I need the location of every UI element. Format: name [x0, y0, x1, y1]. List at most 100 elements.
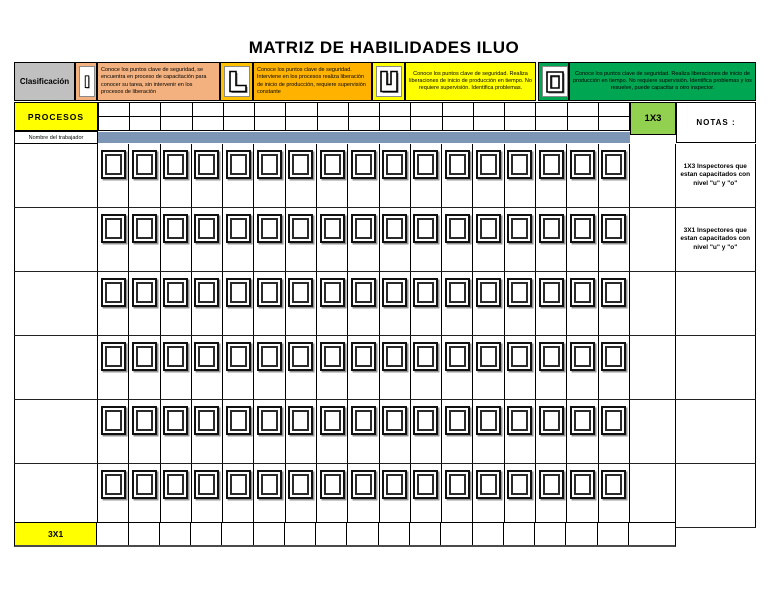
- skill-cell[interactable]: [192, 400, 224, 463]
- proceso-header-cell[interactable]: [567, 103, 598, 116]
- bottom-cell[interactable]: [222, 523, 254, 545]
- skill-cell[interactable]: [599, 336, 630, 399]
- skill-cell[interactable]: [223, 272, 255, 335]
- proceso-header-cell[interactable]: [598, 103, 629, 116]
- skill-cell[interactable]: [317, 336, 349, 399]
- skill-cell[interactable]: [161, 208, 192, 271]
- skill-cell[interactable]: [254, 464, 286, 527]
- proceso-header-cell[interactable]: [442, 103, 473, 116]
- proceso-header-cell[interactable]: [536, 103, 567, 116]
- skill-cell[interactable]: [317, 400, 349, 463]
- skill-cell[interactable]: [98, 144, 130, 207]
- skill-cell[interactable]: [98, 464, 130, 527]
- badge-column-cell[interactable]: [630, 144, 676, 207]
- skill-cell[interactable]: [129, 208, 161, 271]
- skill-cell[interactable]: [505, 208, 536, 271]
- proceso-header-cell[interactable]: [192, 117, 223, 130]
- skill-cell[interactable]: [567, 400, 599, 463]
- bottom-cell[interactable]: [441, 523, 473, 545]
- skill-cell[interactable]: [380, 272, 411, 335]
- worker-name-cell[interactable]: [14, 272, 98, 335]
- badge-column-cell[interactable]: [630, 464, 676, 527]
- skill-cell[interactable]: [129, 464, 161, 527]
- bottom-cell[interactable]: [316, 523, 348, 545]
- skill-cell[interactable]: [505, 400, 536, 463]
- skill-cell[interactable]: [380, 400, 411, 463]
- skill-cell[interactable]: [442, 144, 474, 207]
- bottom-cell[interactable]: [97, 523, 129, 545]
- skill-cell[interactable]: [442, 400, 474, 463]
- bottom-badge-cell[interactable]: [629, 523, 675, 545]
- skill-cell[interactable]: [536, 400, 568, 463]
- proceso-header-cell[interactable]: [223, 117, 255, 130]
- skill-cell[interactable]: [254, 208, 286, 271]
- proceso-header-cell[interactable]: [505, 117, 536, 130]
- proceso-header-cell[interactable]: [567, 117, 598, 130]
- proceso-header-cell[interactable]: [442, 117, 473, 130]
- bottom-cell[interactable]: [254, 523, 285, 545]
- skill-cell[interactable]: [473, 400, 505, 463]
- bottom-cell[interactable]: [129, 523, 160, 545]
- skill-cell[interactable]: [473, 464, 505, 527]
- bottom-cell[interactable]: [191, 523, 223, 545]
- bottom-cell[interactable]: [504, 523, 536, 545]
- skill-cell[interactable]: [536, 464, 568, 527]
- skill-cell[interactable]: [286, 208, 317, 271]
- proceso-header-cell[interactable]: [255, 117, 286, 130]
- skill-cell[interactable]: [348, 400, 380, 463]
- skill-cell[interactable]: [161, 336, 192, 399]
- worker-name-cell[interactable]: [14, 400, 98, 463]
- skill-cell[interactable]: [599, 272, 630, 335]
- proceso-header-cell[interactable]: [317, 103, 348, 116]
- skill-cell[interactable]: [411, 336, 443, 399]
- worker-name-cell[interactable]: [14, 464, 98, 527]
- skill-cell[interactable]: [161, 272, 192, 335]
- skill-cell[interactable]: [286, 144, 317, 207]
- proceso-header-cell[interactable]: [473, 117, 505, 130]
- proceso-header-cell[interactable]: [99, 103, 130, 116]
- skill-cell[interactable]: [192, 272, 224, 335]
- skill-cell[interactable]: [505, 464, 536, 527]
- skill-cell[interactable]: [411, 208, 443, 271]
- skill-cell[interactable]: [286, 400, 317, 463]
- proceso-header-cell[interactable]: [130, 117, 161, 130]
- skill-cell[interactable]: [161, 464, 192, 527]
- skill-cell[interactable]: [254, 144, 286, 207]
- proceso-header-cell[interactable]: [286, 103, 317, 116]
- bottom-cell[interactable]: [410, 523, 442, 545]
- proceso-header-cell[interactable]: [536, 117, 567, 130]
- skill-cell[interactable]: [599, 400, 630, 463]
- bottom-cell[interactable]: [347, 523, 379, 545]
- proceso-header-cell[interactable]: [598, 117, 629, 130]
- skill-cell[interactable]: [599, 144, 630, 207]
- skill-cell[interactable]: [129, 144, 161, 207]
- skill-cell[interactable]: [599, 464, 630, 527]
- skill-cell[interactable]: [567, 144, 599, 207]
- skill-cell[interactable]: [161, 144, 192, 207]
- skill-cell[interactable]: [223, 336, 255, 399]
- skill-cell[interactable]: [536, 272, 568, 335]
- skill-cell[interactable]: [98, 272, 130, 335]
- skill-cell[interactable]: [411, 144, 443, 207]
- proceso-header-cell[interactable]: [348, 117, 380, 130]
- skill-cell[interactable]: [254, 272, 286, 335]
- badge-column-cell[interactable]: [630, 400, 676, 463]
- skill-cell[interactable]: [348, 336, 380, 399]
- skill-cell[interactable]: [254, 336, 286, 399]
- skill-cell[interactable]: [599, 208, 630, 271]
- badge-column-cell[interactable]: [630, 336, 676, 399]
- proceso-header-cell[interactable]: [380, 103, 411, 116]
- skill-cell[interactable]: [348, 272, 380, 335]
- bottom-cell[interactable]: [535, 523, 567, 545]
- skill-cell[interactable]: [536, 144, 568, 207]
- proceso-header-cell[interactable]: [223, 103, 255, 116]
- skill-cell[interactable]: [411, 464, 443, 527]
- bottom-cell[interactable]: [379, 523, 411, 545]
- proceso-header-cell[interactable]: [130, 103, 161, 116]
- skill-cell[interactable]: [98, 400, 130, 463]
- skill-cell[interactable]: [348, 208, 380, 271]
- skill-cell[interactable]: [473, 208, 505, 271]
- skill-cell[interactable]: [380, 336, 411, 399]
- skill-cell[interactable]: [98, 208, 130, 271]
- skill-cell[interactable]: [442, 464, 474, 527]
